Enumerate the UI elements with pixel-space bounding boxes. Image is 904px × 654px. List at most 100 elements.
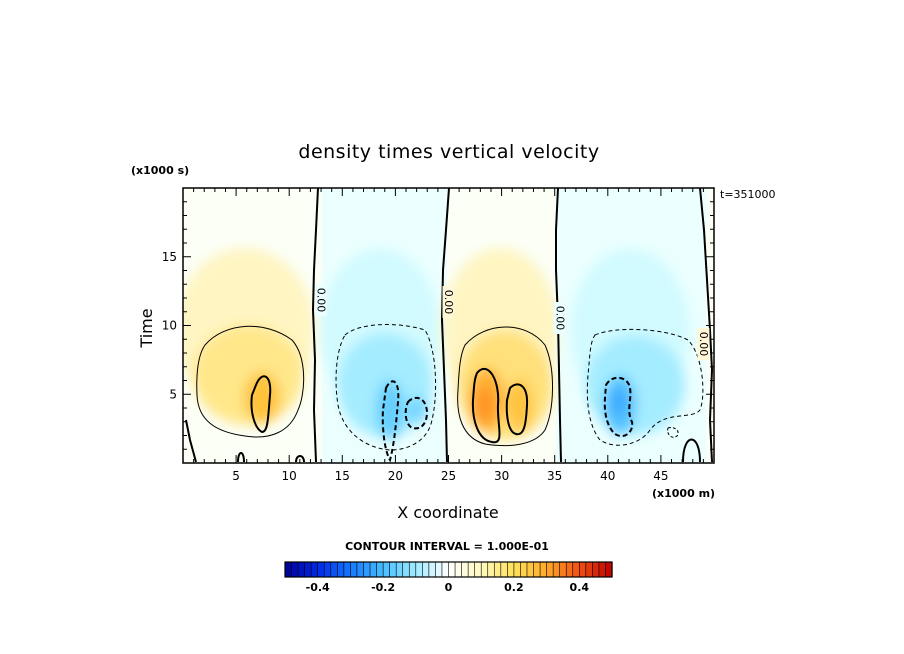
colorbar-swatch [317, 561, 325, 578]
contour-minus-0.2-left-a [381, 380, 400, 463]
y-units-label: (x1000 s) [131, 164, 189, 177]
colorbar-swatch [592, 561, 600, 578]
colorbar-swatch [539, 561, 548, 578]
y-tick-label: 5 [169, 387, 177, 401]
contour-interval-label: CONTOUR INTERVAL = 1.000E-01 [345, 540, 549, 553]
colorbar-swatch [565, 561, 574, 578]
colorbar-swatch [376, 561, 384, 578]
colorbar-swatch [382, 561, 391, 578]
colorbar-swatch [363, 561, 371, 578]
colorbar-swatch [474, 561, 482, 578]
negative-cell-left-core2 [407, 396, 427, 424]
colorbar-swatch [435, 561, 443, 578]
colorbar-swatch [297, 561, 306, 578]
zero-contour-label: 0.00 [315, 288, 328, 313]
positive-cell-right-peak [474, 387, 494, 423]
colorbar-swatch [415, 561, 423, 578]
y-tick-label: 15 [162, 250, 177, 264]
contour-plus-0.1-right [457, 326, 553, 447]
colorbar-swatch [461, 561, 469, 578]
x-tick-label: 35 [547, 469, 562, 483]
positive-cell-left-core [244, 372, 280, 424]
time-stamp-label: t=351000 [720, 188, 776, 201]
colorbar-swatch [323, 561, 332, 578]
x-tick-label: 40 [600, 469, 615, 483]
colorbar-swatch [441, 561, 450, 578]
colorbar-swatch [395, 561, 404, 578]
x-tick-label: 5 [232, 469, 240, 483]
colorbar-tick-label: 0.2 [504, 581, 524, 594]
zero-contour-label-bg [554, 302, 567, 334]
colorbar-swatch [467, 561, 476, 578]
colorbar-swatch [585, 561, 593, 578]
colorbar-swatch [284, 561, 293, 578]
y-tick-label: 10 [162, 319, 177, 333]
x-tick-label: 45 [653, 469, 668, 483]
zero-contour-label-bg [697, 328, 710, 360]
contour-minus-0.1-small [667, 427, 679, 438]
y-axis-label: Time [137, 308, 156, 348]
negative-cell-right-mid [585, 335, 685, 435]
colorbar-swatch [500, 561, 508, 578]
colorbar-swatch [520, 561, 528, 578]
colorbar: -0.4 -0.2 0 0.2 0.4 [284, 561, 613, 594]
colorbar-swatch [389, 561, 397, 578]
contour-plus-0.2-right-b [505, 383, 529, 436]
colorbar-swatch [291, 561, 299, 578]
contour-plus-0.2-left [250, 375, 272, 434]
colorbar-swatch [546, 561, 554, 578]
colorbar-swatch [356, 561, 365, 578]
zero-contour-blob-2 [295, 455, 305, 463]
x-tick-label: 10 [282, 469, 297, 483]
contour-minus-0.2-left-b [404, 396, 429, 430]
colorbar-swatch [310, 561, 319, 578]
zero-contour-label: 0.00 [442, 290, 455, 315]
colorbar-swatch [369, 561, 378, 578]
colorbar-swatch [330, 561, 338, 578]
x-tick-label: 15 [335, 469, 350, 483]
colorbar-swatch [350, 561, 358, 578]
zero-contour-line-2 [440, 188, 450, 463]
x-axis-label: X coordinate [397, 503, 498, 522]
x-tick-label: 25 [441, 469, 456, 483]
contour-plus-0.2-right-a [471, 367, 501, 444]
zero-contour-label: 0.00 [554, 306, 567, 331]
colorbar-swatch [480, 561, 489, 578]
x-tick-label: 20 [388, 469, 403, 483]
filled-contour-field [183, 188, 714, 463]
zero-contour-blob-3 [682, 438, 701, 463]
negative-cell-right-peak [610, 388, 626, 416]
colorbar-swatch [572, 561, 580, 578]
negative-cell-left-core [376, 380, 404, 440]
colorbar-swatch [428, 561, 437, 578]
colorbar-swatch [487, 561, 495, 578]
colorbar-swatch [513, 561, 522, 578]
colorbar-tick-label: 0 [445, 581, 453, 594]
contour-minus-0.2-right [603, 376, 634, 438]
x-tick-label: 30 [494, 469, 509, 483]
zero-contour-line-1 [311, 188, 319, 463]
colorbar-swatch [402, 561, 410, 578]
colorbar-swatch [337, 561, 345, 578]
zero-contour-line-4 [699, 188, 714, 463]
contour-minus-0.1-left [335, 324, 437, 451]
colorbar-swatch [526, 561, 535, 578]
zero-contour-label-bg [442, 286, 455, 318]
y-axis-ticks: 5 10 15 [162, 201, 714, 450]
x-units-label: (x1000 m) [652, 487, 715, 500]
colorbar-swatch [448, 561, 456, 578]
zero-contour-label-bg [315, 284, 328, 316]
colorbar-swatch [422, 561, 430, 578]
colorbar-swatch [552, 561, 561, 578]
contour-plus-0.1-left [196, 325, 305, 438]
colorbar-swatch [598, 561, 607, 578]
colorbar-swatch [507, 561, 515, 578]
colorbar-frame [284, 561, 613, 578]
zero-contour-blob-1 [237, 452, 245, 463]
colorbar-swatch [304, 561, 312, 578]
colorbar-swatch [578, 561, 587, 578]
zero-contour-label: 0.00 [697, 332, 710, 357]
colorbar-swatch [605, 561, 613, 578]
x-axis-ticks: 5 10 15 20 25 30 35 40 45 [193, 188, 704, 483]
colorbar-swatch [454, 561, 463, 578]
